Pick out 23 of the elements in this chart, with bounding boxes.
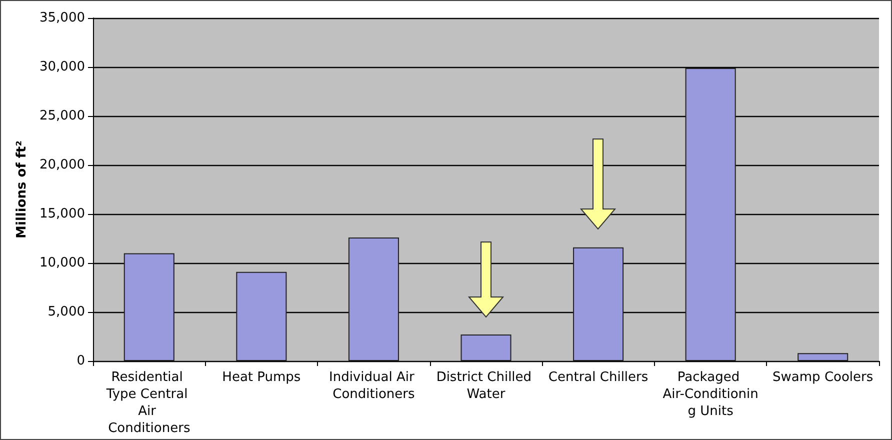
bar bbox=[460, 334, 512, 361]
bar bbox=[236, 272, 287, 361]
y-tick-label: 0 bbox=[76, 354, 85, 368]
x-tick-label: Packaged Air-Conditioning Units bbox=[662, 370, 758, 419]
x-tick-label: District Chilled Water bbox=[436, 370, 536, 402]
bar bbox=[348, 238, 399, 361]
x-tick-label: Individual Air Conditioners bbox=[328, 370, 418, 402]
x-tick-label: Swamp Coolers bbox=[772, 370, 874, 385]
y-tick-label: 25,000 bbox=[40, 108, 85, 124]
x-tick-label: Central Chillers bbox=[548, 370, 648, 385]
bar bbox=[124, 253, 174, 361]
x-tick-label: Residential Type Central Air Conditioners bbox=[105, 370, 192, 436]
y-tick-label: 35,000 bbox=[40, 10, 85, 26]
bar bbox=[573, 247, 624, 361]
y-tick-label: 5,000 bbox=[48, 304, 85, 320]
x-tick-label: Heat Pumps bbox=[222, 370, 301, 385]
y-tick-label: 30,000 bbox=[40, 60, 85, 74]
bar bbox=[798, 353, 848, 361]
y-tick-label: 10,000 bbox=[40, 256, 85, 270]
y-axis-title: Millions of ft² bbox=[14, 140, 30, 238]
bar bbox=[685, 68, 736, 361]
y-tick-label: 15,000 bbox=[40, 206, 85, 222]
y-tick-label: 20,000 bbox=[40, 158, 85, 172]
